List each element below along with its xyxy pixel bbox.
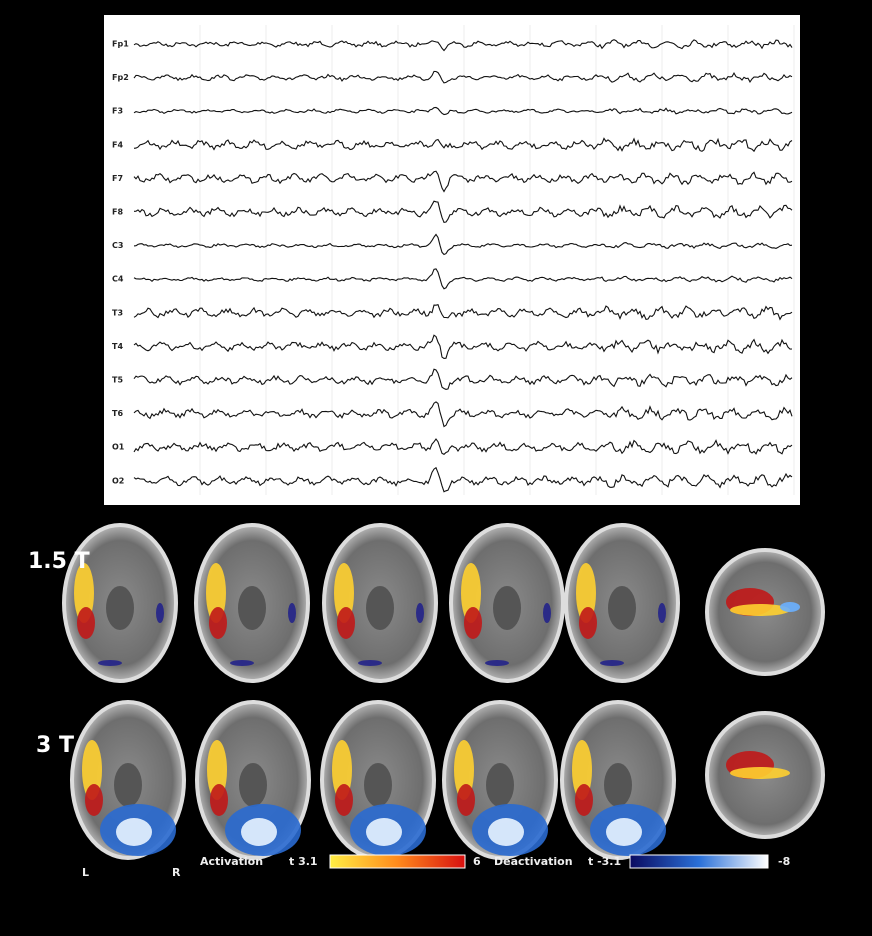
activation-blob: [366, 818, 402, 846]
activation-blob: [658, 603, 666, 623]
orientation-label: R: [172, 866, 181, 879]
activation-blob: [337, 607, 355, 639]
activation-blob: [288, 603, 296, 623]
legend-label: Deactivation: [494, 855, 573, 868]
ventricle: [106, 586, 134, 630]
channel-label: F8: [112, 208, 123, 217]
legend-label: Activation: [200, 855, 263, 868]
colorbar: [330, 855, 465, 868]
activation-blob: [358, 660, 382, 666]
page: Fp1 Fp2 F3 F4 F7 F8 C3 C4 T3 T4 T5 T6 O1 O2 1.5 T 3 T…: [0, 0, 872, 936]
activation-blob: [335, 784, 353, 816]
channel-label: C3: [112, 241, 123, 250]
figure: Fp1 Fp2 F3 F4 F7 F8 C3 C4 T3 T4 T5 T6 O1 O2 1.5 T 3 T…: [0, 0, 872, 936]
ventricle: [486, 763, 514, 807]
activation-blob: [416, 603, 424, 623]
activation-blob: [730, 767, 790, 779]
activation-blob: [579, 607, 597, 639]
colorbar: [630, 855, 768, 868]
activation-blob: [241, 818, 277, 846]
activation-blob: [209, 607, 227, 639]
channel-label: T6: [112, 409, 123, 418]
channel-label: T5: [112, 376, 123, 385]
ventricle: [238, 586, 266, 630]
ventricle: [366, 586, 394, 630]
channel-label: F3: [112, 107, 123, 116]
ventricle: [114, 763, 142, 807]
ventricle: [608, 586, 636, 630]
activation-blob: [156, 603, 164, 623]
channel-label: T4: [112, 342, 123, 351]
activation-blob: [230, 660, 254, 666]
activation-blob: [457, 784, 475, 816]
legend-min: t -3.1: [588, 855, 621, 868]
activation-blob: [780, 602, 800, 612]
activation-blob: [116, 818, 152, 846]
activation-blob: [98, 660, 122, 666]
activation-blob: [606, 818, 642, 846]
activation-blob: [464, 607, 482, 639]
activation-blob: [575, 784, 593, 816]
channel-label: O2: [112, 476, 124, 485]
activation-blob: [600, 660, 624, 666]
channel-label: Fp2: [112, 73, 129, 82]
brain-images: [64, 525, 823, 858]
channel-label: F4: [112, 140, 123, 149]
orientation-label: L: [82, 866, 89, 879]
row-label: 1.5 T: [28, 549, 90, 574]
ventricle: [364, 763, 392, 807]
activation-blob: [485, 660, 509, 666]
ventricle: [493, 586, 521, 630]
activation-blob: [488, 818, 524, 846]
activation-blob: [85, 784, 103, 816]
channel-label: O1: [112, 443, 125, 452]
ventricle: [604, 763, 632, 807]
channel-label: Fp1: [112, 40, 129, 49]
row-label: 3 T: [36, 733, 74, 758]
ventricle: [239, 763, 267, 807]
channel-label: C4: [112, 275, 124, 284]
legend-min: t 3.1: [289, 855, 318, 868]
legend-max: -8: [778, 855, 790, 868]
activation-blob: [210, 784, 228, 816]
activation-blob: [543, 603, 551, 623]
channel-label: T3: [112, 308, 123, 317]
eeg-panel: [104, 15, 800, 505]
channel-label: F7: [112, 174, 123, 183]
activation-blob: [77, 607, 95, 639]
legend-max: 6: [473, 855, 481, 868]
